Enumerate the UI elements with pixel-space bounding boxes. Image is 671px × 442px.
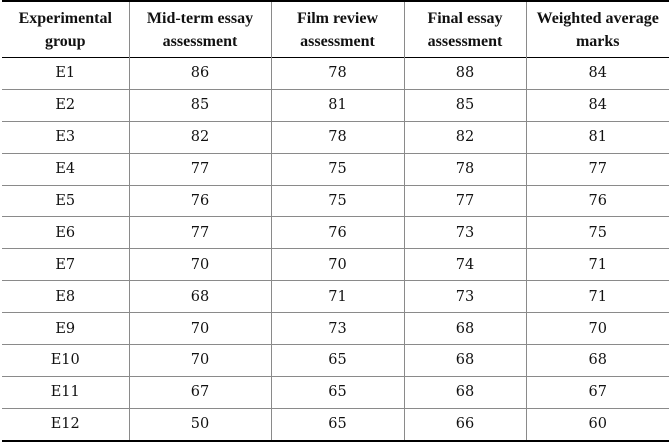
group-cell: E1 — [55, 65, 76, 82]
header-final-essay: Final essay assessment — [403, 1, 526, 58]
mid-term-cell: 67 — [128, 376, 271, 409]
header-weighted-average: Weighted average marks — [525, 1, 669, 58]
weighted-average-cell: 71 — [525, 280, 669, 313]
table-row: E7 70 70 74 71 — [2, 248, 669, 281]
mid-term-cell: 76 — [128, 185, 271, 217]
film-review-cell: 75 — [270, 185, 404, 217]
film-review-cell: 70 — [270, 248, 404, 281]
group-cell: E8 — [55, 288, 76, 305]
weighted-average-cell: 84 — [525, 57, 669, 90]
final-essay-cell: 68 — [403, 312, 526, 345]
weighted-average-cell: 68 — [525, 344, 669, 377]
film-review-cell: 71 — [270, 280, 404, 313]
group-cell: E11 — [50, 384, 80, 401]
weighted-average-cell: 75 — [525, 216, 669, 249]
film-review-cell: 65 — [270, 376, 404, 409]
table-row: E6 77 76 73 75 — [2, 216, 669, 249]
weighted-average-cell: 71 — [525, 248, 669, 281]
weighted-average-cell: 70 — [525, 312, 669, 345]
table-row: E12 50 65 66 60 — [2, 408, 669, 441]
group-cell: E7 — [55, 256, 76, 273]
header-experimental-group: Experimental group — [18, 9, 112, 50]
final-essay-cell: 68 — [403, 376, 526, 409]
film-review-cell: 65 — [270, 344, 404, 377]
film-review-cell: 75 — [270, 153, 404, 186]
mid-term-cell: 70 — [128, 248, 271, 281]
table-row: E10 70 65 68 68 — [2, 344, 669, 377]
final-essay-cell: 82 — [403, 121, 526, 154]
table-body: E1 86 78 88 84 E2 85 81 85 84 E3 82 78 82 81 E4 77 75 78 77… — [2, 57, 669, 441]
final-essay-cell: 73 — [403, 280, 526, 313]
header-row: Experimental group Mid-term essay assess… — [2, 1, 669, 58]
header-film-review: Film review assessment — [270, 1, 404, 58]
group-cell: E9 — [55, 320, 76, 337]
table-row: E5 76 75 77 76 — [2, 185, 669, 217]
weighted-average-cell: 81 — [525, 121, 669, 154]
mid-term-cell: 85 — [128, 89, 271, 122]
final-essay-cell: 74 — [403, 248, 526, 281]
table-row: E8 68 71 73 71 — [2, 280, 669, 313]
mid-term-cell: 70 — [128, 344, 271, 377]
table-row: E3 82 78 82 81 — [2, 121, 669, 154]
weighted-average-cell: 67 — [525, 376, 669, 409]
group-cell: E12 — [50, 416, 80, 433]
mid-term-cell: 70 — [128, 312, 271, 345]
group-cell: E3 — [55, 129, 76, 146]
table-row: E4 77 75 78 77 — [2, 153, 669, 186]
group-cell: E10 — [50, 352, 80, 369]
film-review-cell: 73 — [270, 312, 404, 345]
final-essay-cell: 77 — [403, 185, 526, 217]
film-review-cell: 78 — [270, 57, 404, 90]
mid-term-cell: 68 — [128, 280, 271, 313]
final-essay-cell: 73 — [403, 216, 526, 249]
group-cell: E6 — [55, 224, 76, 241]
film-review-cell: 76 — [270, 216, 404, 249]
group-cell: E4 — [55, 161, 76, 178]
weighted-average-cell: 84 — [525, 89, 669, 122]
weighted-average-cell: 77 — [525, 153, 669, 186]
film-review-cell: 78 — [270, 121, 404, 154]
mid-term-cell: 77 — [128, 216, 271, 249]
group-cell: E5 — [55, 193, 76, 209]
final-essay-cell: 78 — [403, 153, 526, 186]
mid-term-cell: 86 — [128, 57, 271, 90]
mid-term-cell: 82 — [128, 121, 271, 154]
film-review-cell: 81 — [270, 89, 404, 122]
group-cell: E2 — [55, 97, 76, 114]
table-row: E11 67 65 68 67 — [2, 376, 669, 409]
mid-term-cell: 50 — [128, 408, 271, 441]
table-row: E9 70 73 68 70 — [2, 312, 669, 345]
table-row: E1 86 78 88 84 — [2, 57, 669, 90]
film-review-cell: 65 — [270, 408, 404, 441]
final-essay-cell: 66 — [403, 408, 526, 441]
final-essay-cell: 68 — [403, 344, 526, 377]
final-essay-cell: 85 — [403, 89, 526, 122]
header-mid-term-essay: Mid-term essay assessment — [128, 1, 271, 58]
weighted-average-cell: 60 — [525, 408, 669, 441]
weighted-average-cell: 76 — [525, 185, 669, 217]
mid-term-cell: 77 — [128, 153, 271, 186]
table-row: E2 85 81 85 84 — [2, 89, 669, 122]
final-essay-cell: 88 — [403, 57, 526, 90]
